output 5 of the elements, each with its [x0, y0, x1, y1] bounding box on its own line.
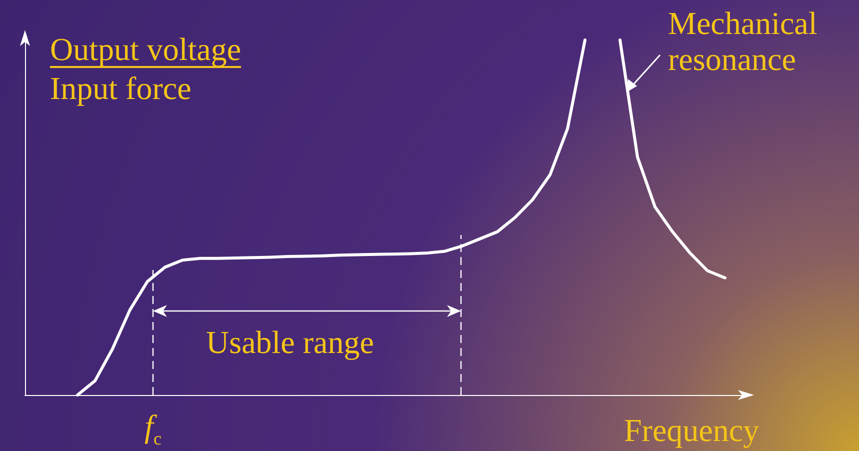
y-axis-title: Output voltage Input force — [50, 31, 242, 106]
annotation: Mechanical resonance — [668, 5, 818, 77]
annotation: Usable range — [206, 324, 374, 360]
text: f$_{c}$ — [144, 408, 162, 450]
x-axis-title: Frequency — [624, 412, 760, 448]
